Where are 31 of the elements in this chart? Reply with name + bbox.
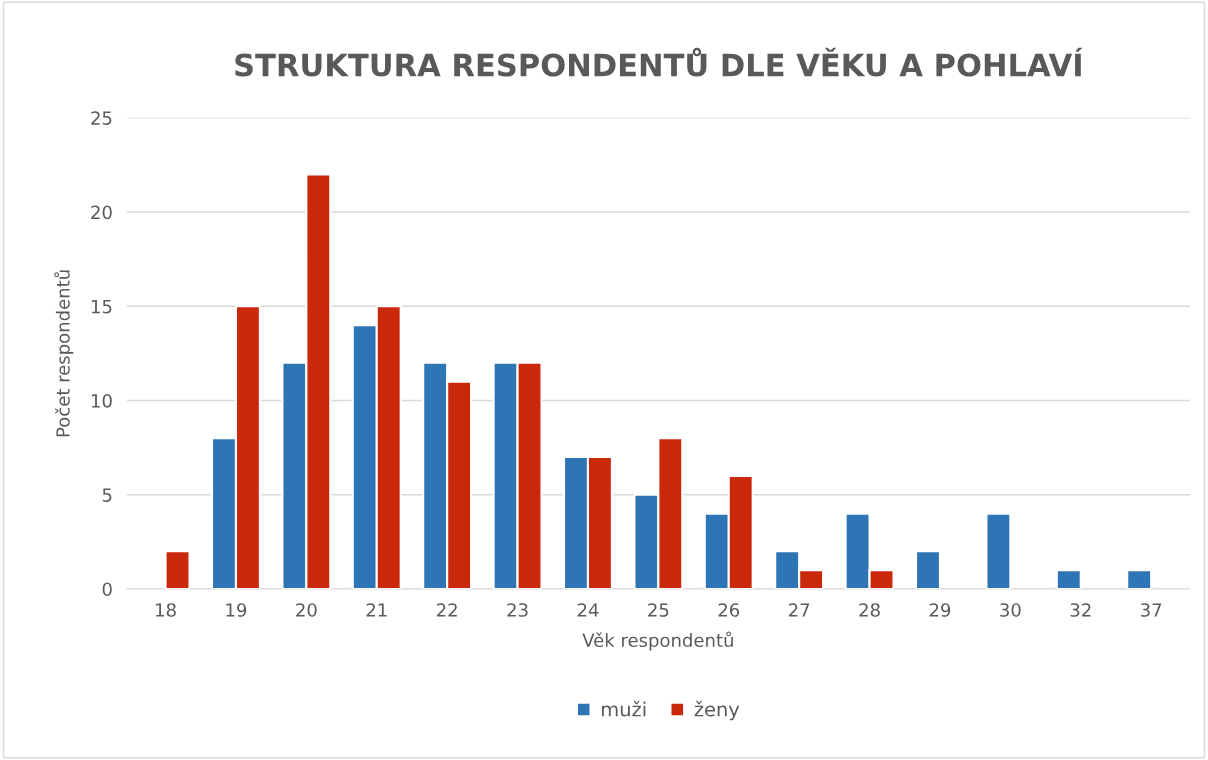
x-tick-label: 22 — [437, 603, 457, 617]
x-tick-label: 23 — [507, 603, 528, 617]
legend-label: muži — [602, 700, 646, 717]
x-tick-label: 26 — [718, 603, 740, 617]
y-axis-title: Počet respondentů — [54, 270, 74, 437]
y-tick-label: 10 — [91, 393, 112, 408]
y-tick-label: 5 — [102, 488, 112, 502]
x-tick-label: 19 — [226, 603, 247, 617]
bar — [985, 512, 1012, 589]
x-tick-label: 37 — [1141, 603, 1162, 617]
bar — [164, 550, 191, 589]
bar — [914, 550, 941, 589]
x-tick-label: 29 — [929, 603, 951, 617]
x-tick-label: 28 — [859, 603, 880, 617]
x-tick-label: 27 — [789, 603, 810, 617]
x-axis-title: Věk respondentů — [582, 631, 733, 651]
x-tick-label: 21 — [366, 603, 387, 617]
chart-title: STRUKTURA RESPONDENTŮ DLE VĚKU A POHLAVÍ — [235, 47, 1083, 77]
x-tick-label: 20 — [296, 603, 317, 617]
x-tick-label: 18 — [156, 603, 176, 617]
bar — [1055, 569, 1082, 589]
x-tick-label: 24 — [577, 603, 599, 617]
y-tick-label: 20 — [91, 205, 112, 220]
x-tick-label: 32 — [1070, 603, 1091, 617]
y-tick-label: 15 — [91, 299, 112, 314]
y-tick-label: 25 — [91, 111, 112, 125]
legend-label: ženy — [694, 700, 740, 721]
y-tick-label: 0 — [102, 582, 112, 597]
bar — [1126, 569, 1153, 589]
x-tick-label: 30 — [1000, 603, 1021, 617]
x-tick-label: 25 — [648, 603, 669, 617]
